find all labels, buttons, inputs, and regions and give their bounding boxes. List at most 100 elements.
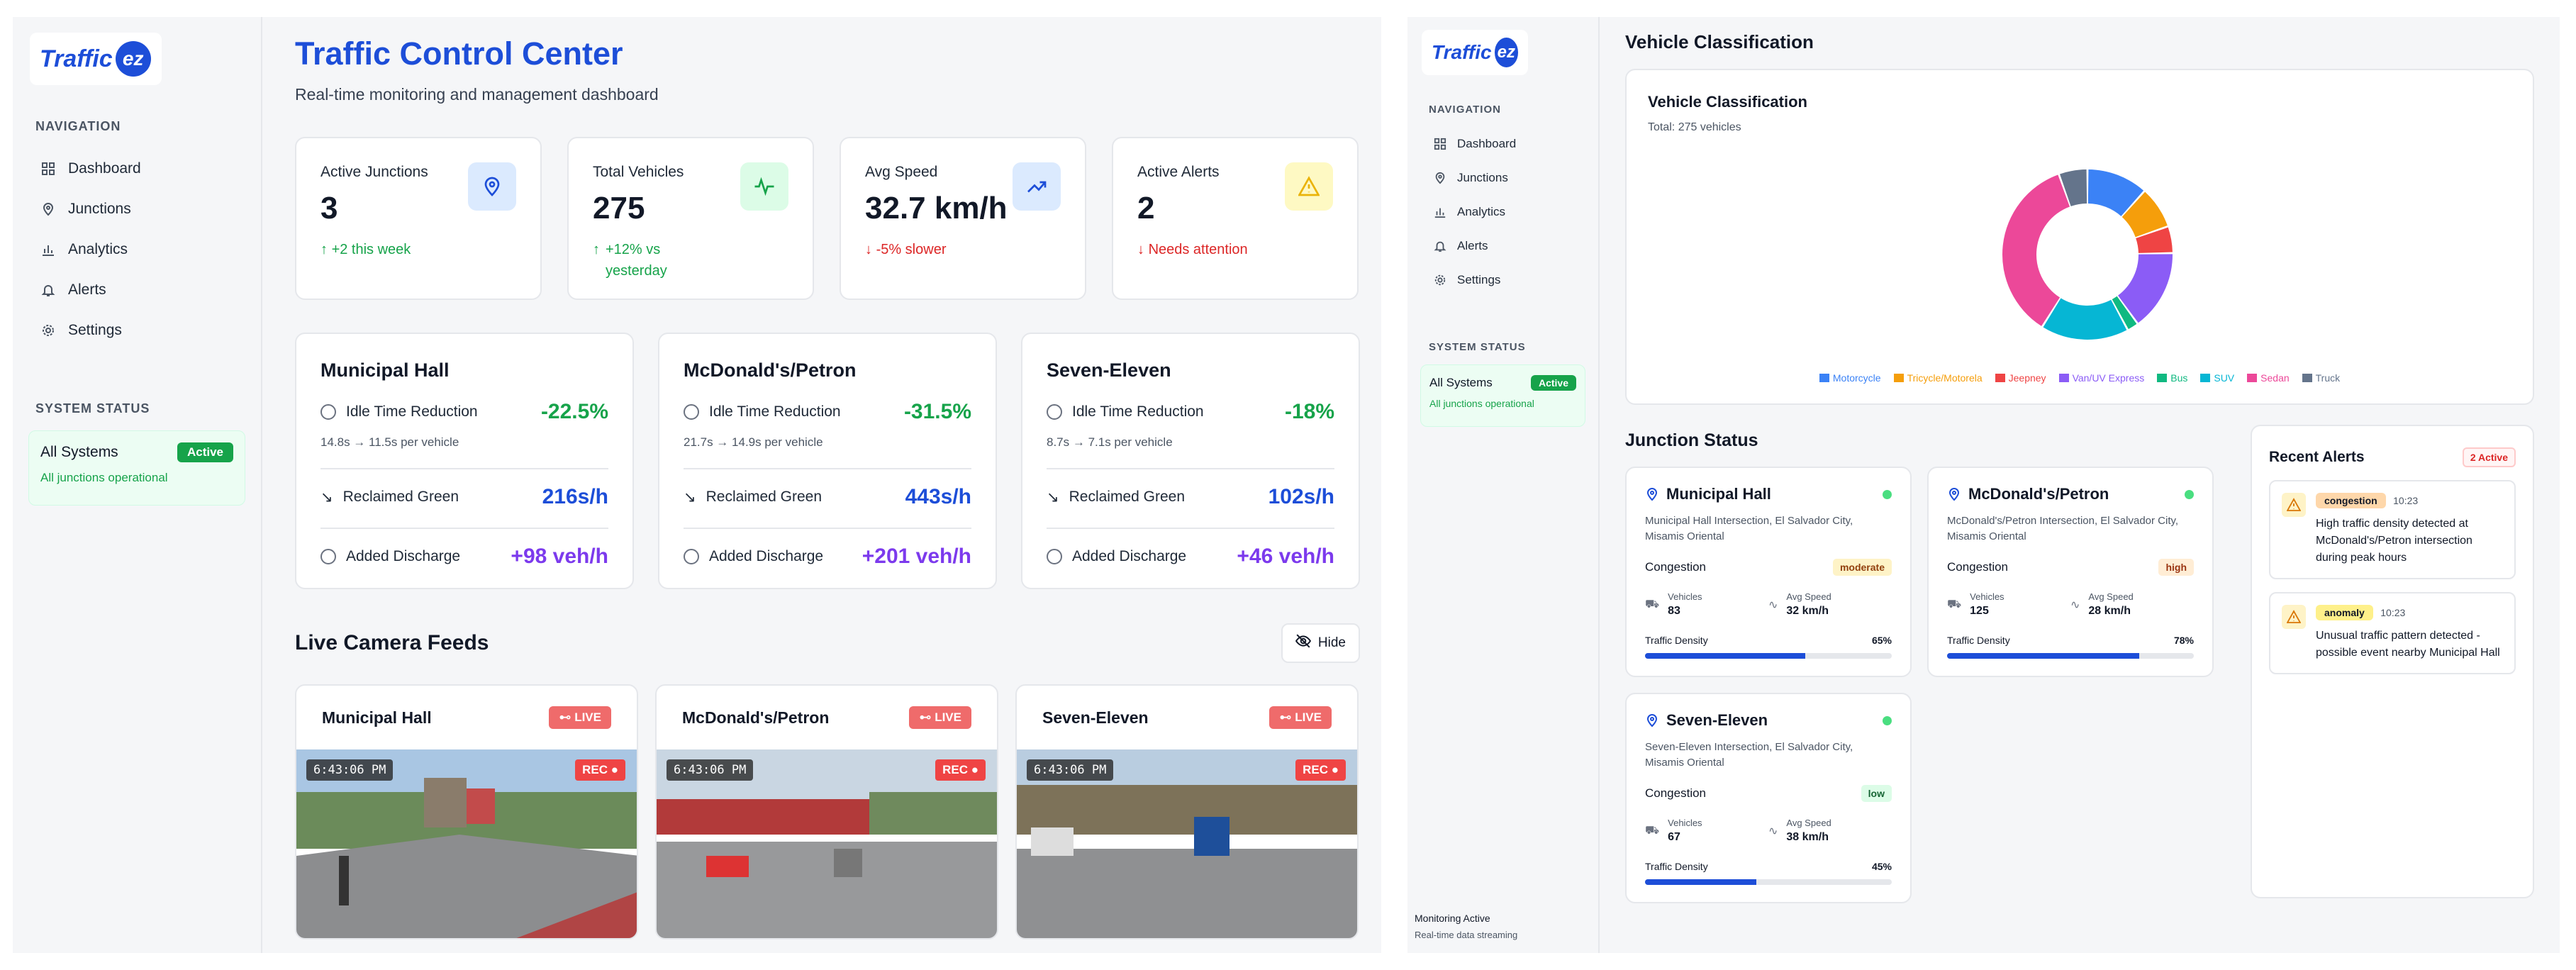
legend-swatch bbox=[2157, 374, 2168, 382]
junction-status-card[interactable]: Municipal Hall Municipal Hall Intersecti… bbox=[1625, 467, 1912, 677]
junction-status-card[interactable]: Seven-Eleven Seven-Eleven Intersection, … bbox=[1625, 693, 1912, 903]
grid-icon bbox=[1433, 137, 1447, 151]
donut-slice-motorcycle[interactable] bbox=[2087, 169, 2144, 216]
legend-swatch bbox=[1995, 374, 2005, 382]
junction-name: Seven-Eleven bbox=[1047, 359, 1171, 381]
legend-item[interactable]: Jeepney bbox=[1995, 372, 2046, 384]
feed-title: Municipal Hall bbox=[322, 708, 432, 727]
density-label: Traffic Density bbox=[1645, 861, 1708, 872]
live-text: LIVE bbox=[574, 710, 601, 724]
donut-slice-jeepney[interactable] bbox=[2136, 227, 2173, 253]
logo-text: Traffic bbox=[40, 45, 113, 72]
alert-type-badge: congestion bbox=[2316, 493, 2386, 508]
green-label: Reclaimed Green bbox=[1069, 489, 1186, 505]
legend-item[interactable]: Bus bbox=[2157, 372, 2187, 384]
alert-item[interactable]: congestion 10:23 High traffic density de… bbox=[2269, 480, 2516, 579]
discharge-label: Added Discharge bbox=[709, 548, 824, 564]
camera-feed-card[interactable]: McDonald's/Petron ⊷ LIVE 6:43:06 PM REC … bbox=[655, 684, 998, 940]
sidebar-item-alerts[interactable]: Alerts bbox=[21, 269, 252, 310]
logo[interactable]: Traffic ez bbox=[1422, 30, 1528, 75]
system-status-label: SYSTEM STATUS bbox=[1429, 341, 1526, 353]
trending-down-icon: ↘ bbox=[684, 489, 696, 506]
green-value: 102s/h bbox=[1268, 485, 1334, 508]
kpi-label: Avg Speed bbox=[865, 164, 938, 180]
sidebar-item-dashboard[interactable]: Dashboard bbox=[21, 148, 252, 189]
sidebar-item-dashboard[interactable]: Dashboard bbox=[1416, 127, 1590, 161]
congestion-badge: low bbox=[1861, 785, 1892, 802]
eye-off-icon bbox=[1295, 633, 1311, 653]
vehicle-classification-card: Vehicle Classification Total: 275 vehicl… bbox=[1625, 69, 2534, 405]
feed-title: McDonald's/Petron bbox=[682, 708, 830, 727]
feed-row: Municipal Hall ⊷ LIVE 6:43:06 PM REC ● bbox=[295, 684, 1360, 940]
feed-timestamp: 6:43:06 PM bbox=[306, 759, 394, 781]
plus-circle-icon bbox=[684, 549, 699, 564]
nav-section-label: NAVIGATION bbox=[35, 119, 121, 133]
junction-metric-card: Seven-Eleven Idle Time Reduction -18% 8.… bbox=[1021, 333, 1360, 589]
density-value: 65% bbox=[1871, 635, 1892, 646]
donut-slice-van-uv-express[interactable] bbox=[2118, 254, 2173, 323]
idle-detail: 14.8s → 11.5s per vehicle bbox=[320, 435, 459, 449]
legend-item[interactable]: Sedan bbox=[2247, 372, 2290, 384]
legend-swatch bbox=[2302, 374, 2312, 382]
vehicles-label: Vehicles bbox=[1970, 591, 2005, 602]
alerts-title: Recent Alerts bbox=[2269, 449, 2365, 465]
junction-name: Municipal Hall bbox=[320, 359, 450, 381]
sidebar-item-analytics[interactable]: Analytics bbox=[1416, 195, 1590, 229]
junction-name-text: Municipal Hall bbox=[1666, 485, 1771, 503]
page-subtitle: Real-time monitoring and management dash… bbox=[295, 85, 659, 104]
legend-item[interactable]: SUV bbox=[2200, 372, 2234, 384]
alerts-count-badge: 2 Active bbox=[2462, 447, 2516, 467]
kpi-card-speed: Avg Speed 32.7 km/h ↓ -5% slower bbox=[840, 137, 1086, 300]
logo[interactable]: Traffic ez bbox=[30, 33, 162, 85]
sidebar-item-settings[interactable]: Settings bbox=[1416, 263, 1590, 297]
junction-status-column: Junction Status Municipal Hall Municipal… bbox=[1625, 430, 2235, 903]
camera-feed-card[interactable]: Municipal Hall ⊷ LIVE 6:43:06 PM REC ● bbox=[295, 684, 638, 940]
logo-badge: ez bbox=[115, 41, 151, 77]
sidebar-item-label: Junctions bbox=[68, 200, 131, 217]
warning-icon bbox=[2282, 605, 2306, 629]
legend-item[interactable]: Tricycle/Motorela bbox=[1893, 372, 1983, 384]
idle-value: -22.5% bbox=[540, 400, 608, 423]
legend-item[interactable]: Van/UV Express bbox=[2058, 372, 2145, 384]
legend-label: Motorcycle bbox=[1832, 372, 1881, 384]
rec-badge: REC ● bbox=[1295, 759, 1346, 781]
alert-time: 10:23 bbox=[2380, 607, 2406, 618]
rec-badge: REC ● bbox=[575, 759, 625, 781]
kpi-value: 32.7 km/h bbox=[865, 191, 1008, 225]
sidebar-item-analytics[interactable]: Analytics bbox=[21, 229, 252, 269]
status-badge: Active bbox=[177, 442, 233, 462]
junction-status-card[interactable]: McDonald's/Petron McDonald's/Petron Inte… bbox=[1927, 467, 2214, 677]
section-title: Vehicle Classification bbox=[1625, 31, 1814, 52]
alert-item[interactable]: anomaly 10:23 Unusual traffic pattern de… bbox=[2269, 592, 2516, 674]
donut-slice-truck[interactable] bbox=[2060, 169, 2087, 206]
donut-slice-sedan[interactable] bbox=[2002, 174, 2070, 326]
idle-value: -18% bbox=[1284, 400, 1334, 423]
legend-item[interactable]: Motorcycle bbox=[1819, 372, 1881, 384]
rec-badge: REC ● bbox=[935, 759, 986, 781]
green-value: 443s/h bbox=[905, 485, 971, 508]
system-status-label: SYSTEM STATUS bbox=[35, 401, 150, 416]
sidebar-item-alerts[interactable]: Alerts bbox=[1416, 229, 1590, 263]
plus-circle-icon bbox=[320, 549, 336, 564]
junction-name-text: Seven-Eleven bbox=[1666, 711, 1768, 729]
kpi-delta-text: +2 this week bbox=[331, 242, 411, 257]
donut-slice-tricycle-motorela[interactable] bbox=[2121, 191, 2168, 238]
sidebar-item-settings[interactable]: Settings bbox=[21, 310, 252, 350]
feeds-header: Live Camera Feeds Hide bbox=[295, 623, 1360, 663]
camera-feed-card[interactable]: Seven-Eleven ⊷ LIVE 6:43:06 PM REC ● bbox=[1015, 684, 1359, 940]
legend-label: Van/UV Express bbox=[2072, 372, 2145, 384]
green-label: Reclaimed Green bbox=[342, 489, 459, 505]
speed-value: 38 km/h bbox=[1786, 831, 1829, 843]
sidebar-item-label: Alerts bbox=[68, 281, 106, 298]
donut-slice-bus[interactable] bbox=[2112, 296, 2137, 330]
alert-list: congestion 10:23 High traffic density de… bbox=[2269, 480, 2516, 674]
legend-label: Sedan bbox=[2260, 372, 2290, 384]
legend-swatch bbox=[2058, 374, 2069, 382]
donut-slice-suv[interactable] bbox=[2043, 298, 2127, 340]
sidebar-item-junctions[interactable]: Junctions bbox=[21, 189, 252, 229]
density-bar bbox=[1645, 879, 1892, 885]
sidebar-item-junctions[interactable]: Junctions bbox=[1416, 161, 1590, 195]
legend-item[interactable]: Truck bbox=[2302, 372, 2340, 384]
feeds-title: Live Camera Feeds bbox=[295, 631, 489, 654]
hide-feeds-button[interactable]: Hide bbox=[1281, 623, 1360, 663]
